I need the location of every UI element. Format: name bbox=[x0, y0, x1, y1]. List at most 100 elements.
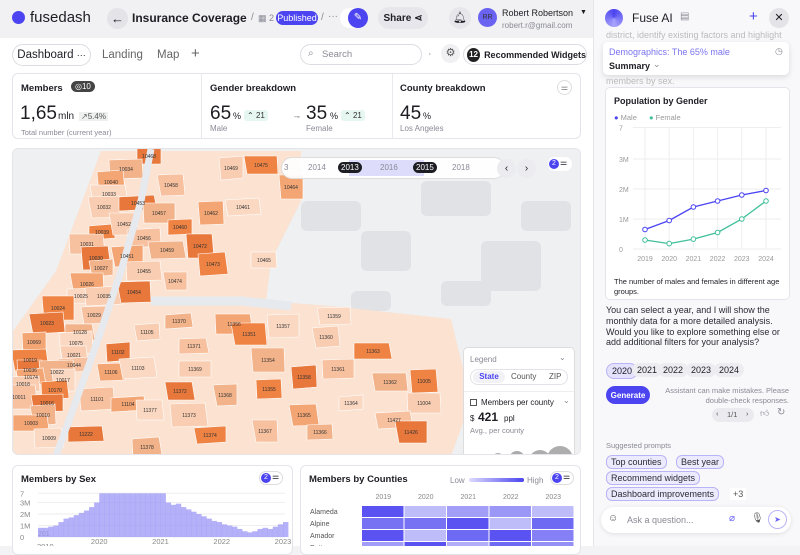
add-tab-button[interactable]: + bbox=[191, 45, 200, 62]
microphone-icon[interactable]: 🎙︎ bbox=[751, 513, 764, 524]
area-step bbox=[283, 522, 289, 537]
zip-label: 10035 bbox=[97, 294, 111, 300]
zip-area bbox=[371, 372, 409, 392]
new-chat-plus-icon[interactable]: + bbox=[749, 8, 758, 25]
ai-panel-icon[interactable]: ▤ bbox=[680, 11, 690, 22]
zip-label: 10475 bbox=[254, 163, 268, 169]
context-dropdown[interactable]: Demographics: The 65% male ◷ Summary ⌄ bbox=[603, 42, 789, 75]
map-land-feature bbox=[441, 281, 491, 306]
bell-icon[interactable]: 🔔︎ bbox=[449, 7, 471, 29]
filter-sliders-icon[interactable]: ⚌ bbox=[557, 80, 572, 95]
attach-paperclip-icon[interactable]: ⌀ bbox=[729, 513, 736, 524]
map-filter-button[interactable]: 2 ⚌ bbox=[548, 157, 572, 171]
area-step bbox=[257, 528, 263, 537]
x-tick-label: 2021 bbox=[686, 256, 702, 263]
year-chip[interactable]: 2021 bbox=[632, 363, 663, 377]
area-step bbox=[216, 522, 223, 537]
thumbs-feedback-icon[interactable]: 👍︎ bbox=[760, 408, 770, 418]
prompt-chip[interactable]: Recommend widgets bbox=[606, 471, 701, 485]
legend-tab-state[interactable]: State bbox=[473, 371, 505, 383]
bottom-charts: 01M2M3M720192020202120222023201201920202… bbox=[20, 489, 574, 546]
area-step bbox=[99, 493, 105, 537]
close-icon[interactable]: ✕ bbox=[769, 8, 789, 28]
timeline-handle-start[interactable]: 2013 bbox=[338, 162, 362, 173]
heatmap-cell bbox=[489, 506, 531, 517]
context-mode[interactable]: Summary bbox=[609, 61, 651, 71]
prompt-chip[interactable]: Dashboard improvements bbox=[606, 487, 720, 501]
zip-label: 11105 bbox=[140, 330, 153, 336]
avatar[interactable]: RR bbox=[478, 8, 497, 27]
zip-label: 10462 bbox=[204, 211, 218, 217]
back-button[interactable]: ← bbox=[107, 8, 128, 29]
sex-filter-button[interactable]: 2 ⚌ bbox=[259, 471, 283, 485]
population-chart-caption: The number of males and females in diffe… bbox=[614, 277, 780, 296]
legend-tab-zip[interactable]: ZIP bbox=[549, 372, 562, 381]
y-tick-label: 2M bbox=[20, 510, 30, 519]
ask-question-input[interactable]: ☺ Ask a question... ⌀ 🎙︎ ➤ bbox=[601, 507, 791, 533]
zip-label: 10174 bbox=[24, 375, 38, 381]
map-widget[interactable]: 10468 10034 10040 10033 10032 10039 10031 10030… bbox=[12, 148, 581, 455]
zip-area bbox=[306, 423, 334, 441]
pager-next-icon[interactable]: › bbox=[746, 409, 749, 418]
pages-count[interactable]: ▦ 2 bbox=[258, 13, 275, 23]
edit-icon[interactable]: ✎ bbox=[348, 8, 368, 28]
prompt-chip[interactable]: Best year bbox=[676, 455, 725, 469]
chevron-down-icon[interactable]: ⌄ bbox=[653, 59, 661, 69]
legend-tabs: State County ZIP bbox=[470, 369, 568, 385]
zip-area bbox=[178, 337, 210, 355]
faded-message-text: members by sex. bbox=[606, 76, 675, 86]
x-tick-label: 2024 bbox=[758, 256, 774, 263]
area-step bbox=[155, 493, 161, 537]
settings-gear-icon[interactable]: ⚙ bbox=[441, 44, 460, 63]
x-tick-label: 2022 bbox=[213, 537, 230, 546]
zip-label: 11104 bbox=[121, 402, 134, 408]
tab-landing[interactable]: Landing bbox=[102, 49, 143, 61]
area-step bbox=[48, 526, 54, 537]
timeline-prev-button[interactable]: ‹ bbox=[497, 159, 516, 178]
regenerate-icon[interactable]: ↻ bbox=[777, 407, 786, 418]
male-unit: % bbox=[233, 111, 242, 121]
tab-map[interactable]: Map bbox=[157, 49, 180, 61]
ai-disclaimer: Assistant can make mistakes. Please doub… bbox=[665, 386, 789, 405]
year-chip[interactable]: 2022 bbox=[658, 363, 689, 377]
user-menu-chevron-icon[interactable]: ▼ bbox=[580, 9, 587, 16]
timeline-handle-end[interactable]: 2015 bbox=[413, 162, 437, 173]
members-per-county-checkbox[interactable] bbox=[470, 399, 477, 406]
zip-label: 11357 bbox=[276, 324, 290, 330]
area-step bbox=[191, 511, 197, 537]
history-clock-icon[interactable]: ◷ bbox=[775, 46, 783, 56]
members-unit: mln bbox=[58, 111, 75, 122]
year-chip[interactable]: 2024 bbox=[714, 363, 745, 377]
status-badge[interactable]: Published bbox=[276, 11, 318, 25]
zip-area bbox=[88, 258, 114, 278]
zip-label: 11372 bbox=[173, 389, 187, 395]
timeline-next-button[interactable]: › bbox=[517, 159, 536, 178]
counties-filter-button[interactable]: 2 ⚌ bbox=[550, 471, 574, 485]
tab-dashboard[interactable]: Dashboard ··· bbox=[12, 44, 91, 66]
send-icon[interactable]: ➤ bbox=[768, 510, 787, 529]
user-name[interactable]: Robert Robertson bbox=[502, 8, 574, 18]
legend-collapse-chevron-icon[interactable]: ⌄ bbox=[559, 353, 566, 362]
search-input[interactable]: ⌕ Search bbox=[300, 44, 422, 65]
more-menu[interactable]: ··· bbox=[328, 11, 338, 22]
share-button[interactable]: Share ⋖ bbox=[378, 7, 428, 29]
zip-label: 10026 bbox=[80, 282, 94, 288]
timeline-slider[interactable]: 3 2014 2016 2018 2 2013 2015 bbox=[281, 157, 505, 179]
metric-chevron-icon[interactable]: ⌄ bbox=[563, 396, 570, 405]
generate-button[interactable]: Generate bbox=[606, 386, 650, 404]
zip-label: 10009 bbox=[42, 436, 56, 442]
pager-prev-icon[interactable]: ‹ bbox=[716, 409, 719, 418]
x-tick-label: 2019 bbox=[637, 256, 653, 263]
legend-tab-county[interactable]: County bbox=[511, 372, 537, 381]
tab-more[interactable]: ··· bbox=[76, 50, 86, 60]
zip-label: 10454 bbox=[127, 290, 141, 296]
more-prompts[interactable]: +3 bbox=[730, 488, 747, 500]
area-step bbox=[237, 528, 243, 537]
assistant-face-icon[interactable]: ☺ bbox=[608, 513, 619, 524]
recommended-widgets-button[interactable]: 12 Recommended Widgets bbox=[463, 44, 587, 65]
prompt-chip[interactable]: Top counties bbox=[606, 455, 667, 469]
zip-area bbox=[321, 358, 355, 380]
area-step bbox=[134, 493, 141, 537]
year-chip[interactable]: 2023 bbox=[686, 363, 717, 377]
